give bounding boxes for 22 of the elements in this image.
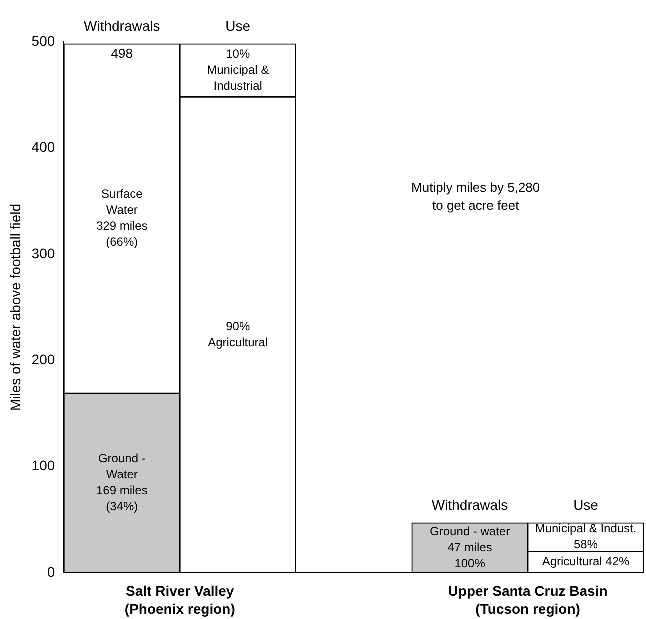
data-label: Surface Water 329 miles (66%) bbox=[96, 187, 148, 250]
annotation: Agricultural 42% bbox=[542, 554, 630, 569]
total-label: 498 bbox=[111, 46, 133, 62]
y-tick-label: 100 bbox=[32, 458, 56, 474]
annotation: Mutiply miles by 5,280 to get acre feet bbox=[412, 180, 540, 214]
data-label: Ground - water 47 miles 100% bbox=[430, 524, 510, 570]
annotation: 10% Municipal & Industrial bbox=[207, 46, 270, 93]
annotation: Municipal & Indust. 58% bbox=[535, 522, 637, 552]
x-tick-label: Use bbox=[226, 18, 251, 34]
y-axis-title: Miles of water above football field bbox=[7, 204, 24, 411]
y-tick-label: 0 bbox=[47, 564, 56, 580]
annotation: 90% Agricultural bbox=[208, 319, 268, 350]
text: Salt River Valley (Phoenix region) bbox=[124, 582, 236, 617]
y-tick-label: 500 bbox=[32, 32, 56, 49]
x-tick-label: Withdrawals bbox=[84, 18, 160, 34]
y-tick-label: 400 bbox=[32, 139, 56, 156]
x-tick-label: Withdrawals bbox=[432, 496, 508, 513]
y-tick-label: 200 bbox=[32, 351, 56, 368]
y-tick-label: 300 bbox=[32, 245, 56, 262]
x-tick-label: Use bbox=[574, 496, 599, 513]
data-label: Ground - Water 169 miles (34%) bbox=[96, 452, 148, 514]
text: Upper Santa Cruz Basin (Tucson region) bbox=[448, 582, 608, 617]
